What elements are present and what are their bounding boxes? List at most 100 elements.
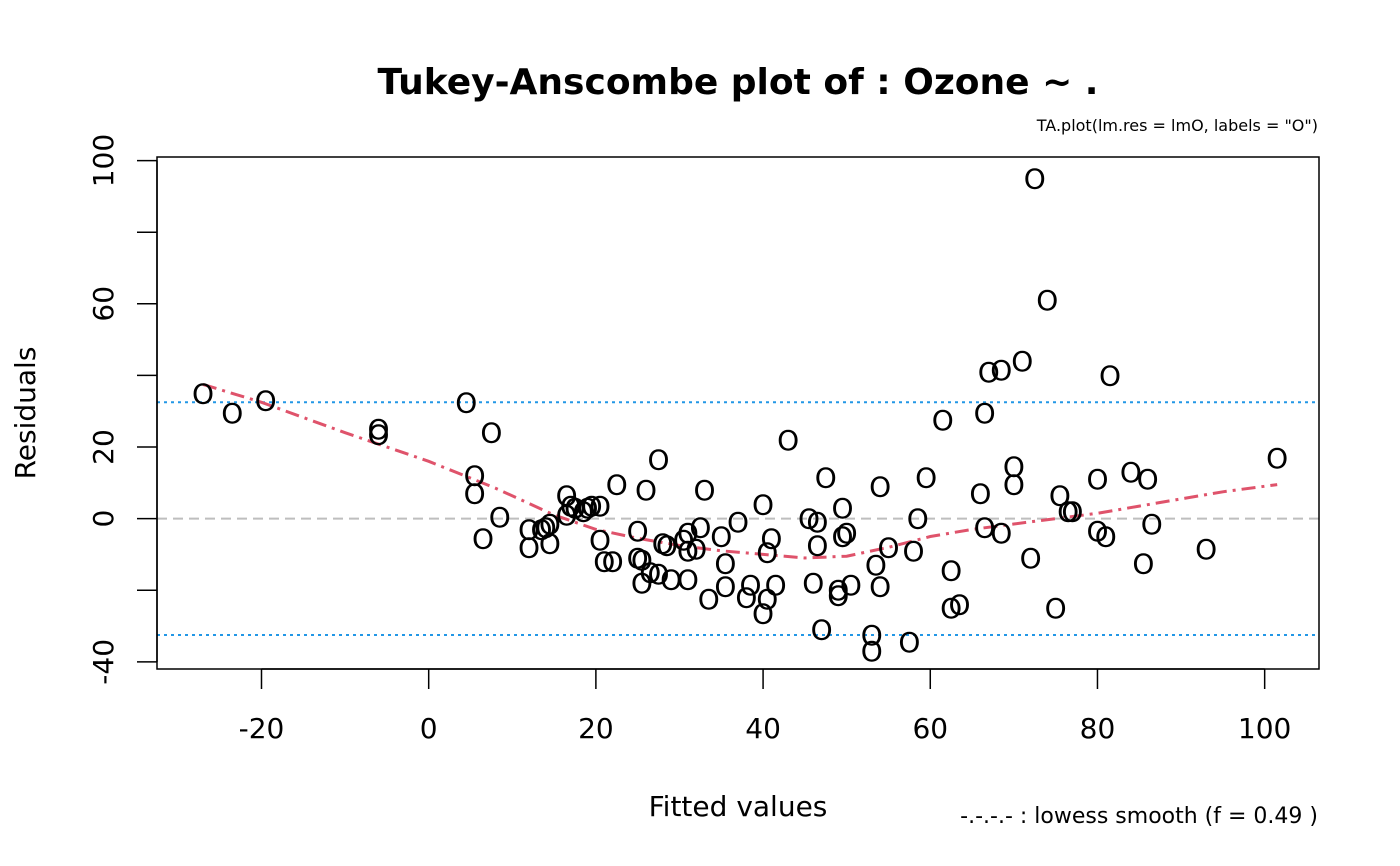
point-15: O	[539, 508, 561, 541]
point-38: O	[656, 529, 678, 562]
point-51: O	[727, 506, 749, 539]
point-19: O	[560, 490, 582, 523]
x-tick-label-1: 0	[420, 712, 438, 745]
point-16: O	[539, 528, 561, 561]
point-71: O	[836, 517, 858, 550]
point-94: O	[1003, 469, 1025, 502]
point-91: O	[990, 517, 1012, 550]
point-45: O	[689, 512, 711, 545]
point-61: O	[798, 503, 820, 536]
point-11: O	[518, 513, 540, 546]
y-tick-label-5: 60	[87, 286, 120, 322]
point-37: O	[652, 528, 674, 561]
x-axis: -20 0 20 40 60 80 100	[239, 668, 1291, 745]
point-111: O	[1195, 533, 1217, 566]
point-109: O	[1137, 463, 1159, 496]
point-76: O	[869, 470, 891, 503]
point-98: O	[1036, 284, 1058, 317]
point-68: O	[827, 580, 849, 613]
point-101: O	[1057, 495, 1079, 528]
point-9: O	[480, 417, 502, 450]
point-78: O	[877, 531, 899, 564]
point-4: O	[368, 418, 390, 451]
point-27: O	[602, 546, 624, 579]
point-14: O	[535, 512, 557, 545]
point-105: O	[1095, 521, 1117, 554]
point-12: O	[518, 531, 540, 564]
point-81: O	[907, 503, 929, 536]
point-48: O	[710, 521, 732, 554]
y-tick-label-3: 20	[87, 429, 120, 465]
point-39: O	[660, 563, 682, 596]
smooth-note: -.-.-.- : lowess smooth (f = 0.49 )	[960, 804, 1318, 829]
point-67: O	[827, 574, 849, 607]
point-58: O	[760, 522, 782, 555]
point-85: O	[940, 555, 962, 588]
point-10: O	[489, 501, 511, 534]
point-80: O	[903, 535, 925, 568]
point-5: O	[455, 386, 477, 419]
x-tick-label-3: 40	[745, 712, 781, 745]
point-110: O	[1141, 508, 1163, 541]
point-60: O	[777, 424, 799, 457]
point-31: O	[631, 544, 653, 577]
point-21: O	[572, 495, 594, 528]
point-57: O	[756, 537, 778, 570]
point-102: O	[1061, 495, 1083, 528]
chart-subtitle: TA.plot(lm.res = lmO, labels = "O")	[1036, 116, 1318, 135]
point-40: O	[673, 524, 695, 557]
y-tick-label-0: -40	[87, 639, 120, 685]
point-2: O	[255, 384, 277, 417]
y-axis-label: Residuals	[9, 347, 42, 480]
point-93: O	[1003, 451, 1025, 484]
point-79: O	[898, 626, 920, 659]
point-99: O	[1045, 592, 1067, 625]
point-42: O	[677, 563, 699, 596]
point-1: O	[221, 397, 243, 430]
x-tick-label-5: 80	[1080, 712, 1116, 745]
x-tick-label-2: 20	[578, 712, 614, 745]
point-82: O	[915, 461, 937, 494]
point-96: O	[1020, 542, 1042, 575]
point-103: O	[1086, 463, 1108, 496]
point-26: O	[593, 546, 615, 579]
point-92: O	[990, 354, 1012, 387]
y-tick-label-7: 100	[87, 134, 120, 187]
point-95: O	[1011, 345, 1033, 378]
point-100: O	[1049, 479, 1071, 512]
point-47: O	[698, 583, 720, 616]
point-22: O	[577, 492, 599, 525]
point-24: O	[589, 490, 611, 523]
point-87: O	[969, 478, 991, 511]
point-32: O	[631, 567, 653, 600]
point-30: O	[627, 542, 649, 575]
point-90: O	[978, 356, 1000, 389]
point-108: O	[1132, 547, 1154, 580]
lowess-smooth-group	[202, 382, 1278, 560]
x-tick-label-6: 100	[1238, 712, 1291, 745]
lowess-smooth-line	[202, 382, 1278, 560]
point-50: O	[714, 571, 736, 604]
point-8: O	[472, 522, 494, 555]
point-62: O	[802, 567, 824, 600]
point-83: O	[932, 404, 954, 437]
point-33: O	[635, 474, 657, 507]
point-88: O	[974, 397, 996, 430]
point-18: O	[556, 499, 578, 532]
x-axis-label: Fitted values	[649, 790, 828, 823]
point-74: O	[861, 635, 883, 668]
point-46: O	[694, 474, 716, 507]
point-29: O	[627, 515, 649, 548]
point-77: O	[869, 571, 891, 604]
point-3: O	[368, 413, 390, 446]
y-tick-label-2: 0	[87, 510, 120, 528]
point-55: O	[752, 488, 774, 521]
point-73: O	[861, 619, 883, 652]
point-89: O	[974, 512, 996, 545]
point-75: O	[865, 549, 887, 582]
point-6: O	[464, 460, 486, 493]
point-36: O	[648, 558, 670, 591]
point-112: O	[1266, 442, 1288, 475]
